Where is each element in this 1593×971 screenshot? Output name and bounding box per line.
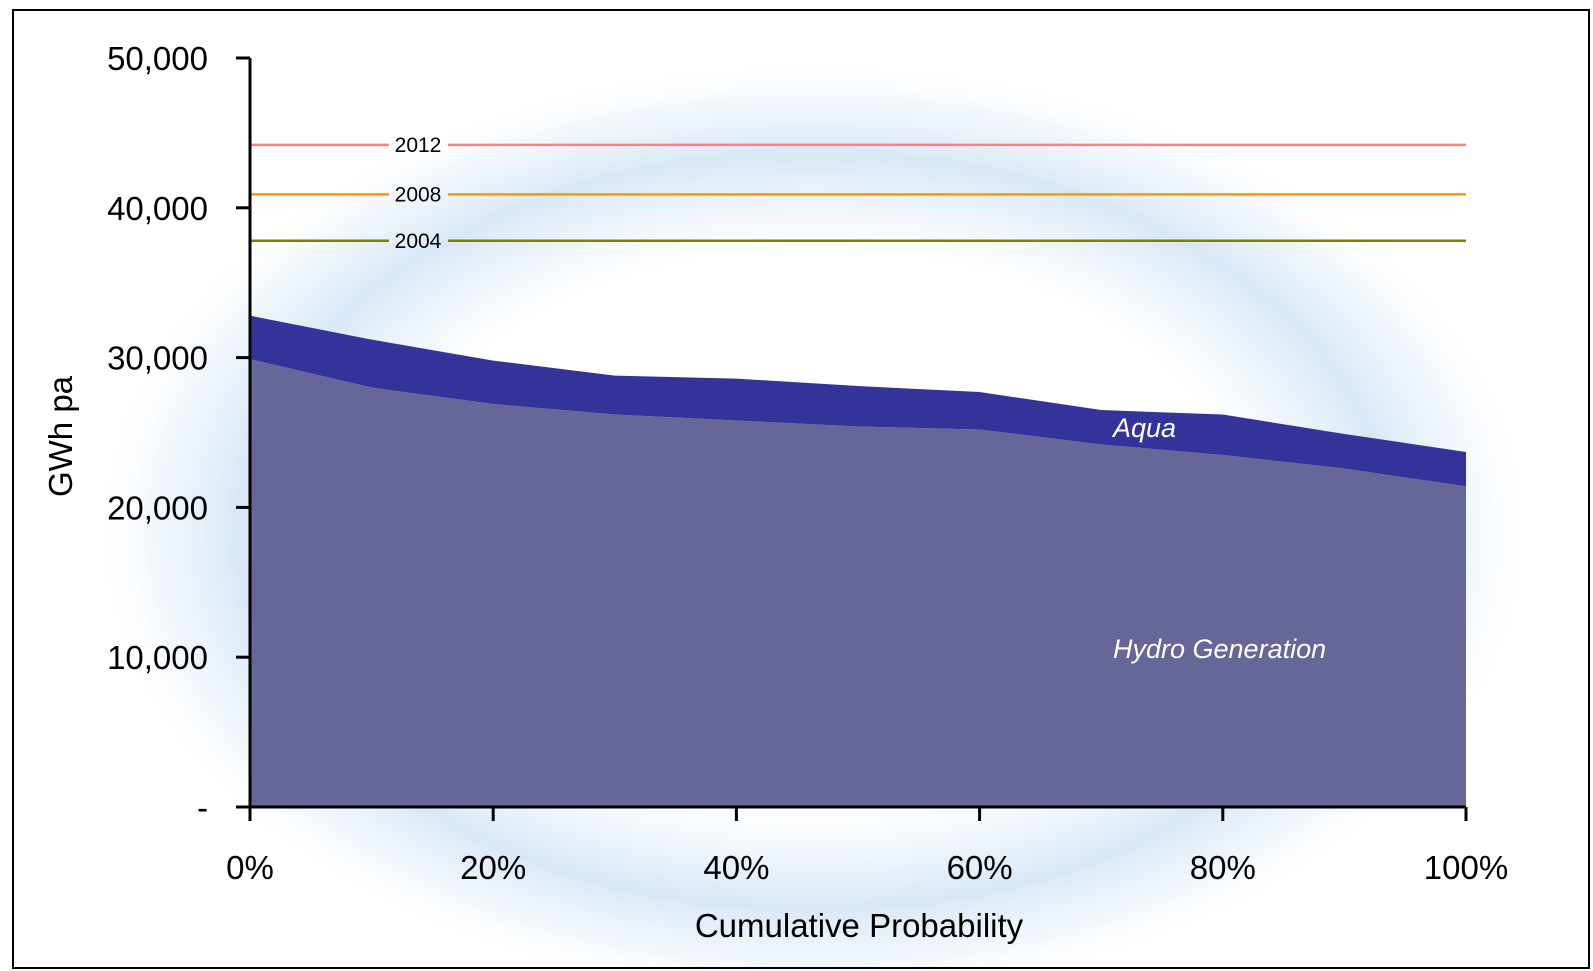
area-hydro-generation bbox=[250, 359, 1466, 807]
area-aqua bbox=[250, 315, 1466, 487]
chart-frame: 2012 2008 2004 - 10,000 20,000 30,000 40,000 50… bbox=[12, 9, 1590, 969]
x-axis-title: Cumulative Probability bbox=[695, 907, 1024, 944]
ref-line-2008-label: 2008 bbox=[395, 183, 442, 206]
y-tick-label: - bbox=[197, 789, 208, 826]
x-tick-label: 40% bbox=[703, 849, 769, 886]
y-tick-label: 50,000 bbox=[107, 40, 208, 77]
x-tick-label: 0% bbox=[226, 849, 274, 886]
y-tick-label: 30,000 bbox=[107, 340, 208, 377]
axes-group: - 10,000 20,000 30,000 40,000 50,000 0% 20% 40% 6… bbox=[42, 40, 1508, 944]
x-tick-label: 20% bbox=[460, 849, 526, 886]
x-tick-label: 100% bbox=[1424, 849, 1508, 886]
ref-line-2012-label: 2012 bbox=[395, 134, 442, 157]
series-labels-group: Aqua Hydro Generation bbox=[1111, 413, 1326, 664]
ref-line-2004-label: 2004 bbox=[395, 230, 442, 253]
reference-lines-group: 2012 2008 2004 bbox=[250, 134, 1466, 253]
y-tick-label: 10,000 bbox=[107, 639, 208, 676]
y-tick-label: 20,000 bbox=[107, 489, 208, 526]
y-tick-label: 40,000 bbox=[107, 190, 208, 227]
area-series-group bbox=[250, 315, 1466, 807]
area-label-aqua: Aqua bbox=[1111, 413, 1176, 443]
x-tick-label: 60% bbox=[947, 849, 1013, 886]
chart-svg: 2012 2008 2004 - 10,000 20,000 30,000 40,000 50… bbox=[42, 40, 1534, 967]
x-tick-label: 80% bbox=[1190, 849, 1256, 886]
area-label-hydro-generation: Hydro Generation bbox=[1113, 634, 1326, 664]
y-axis-title: GWh pa bbox=[42, 375, 79, 497]
